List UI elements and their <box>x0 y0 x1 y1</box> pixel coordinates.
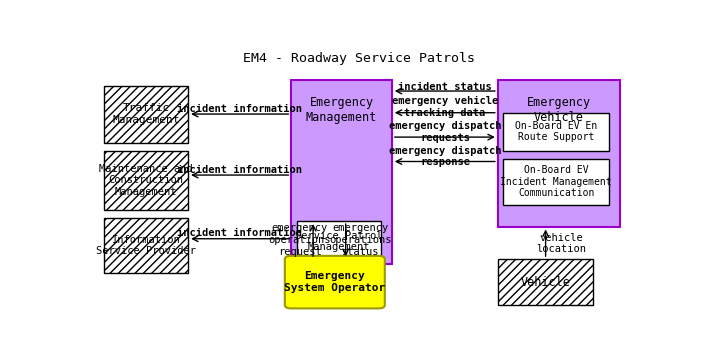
Text: Maintenance and
Construction
Management: Maintenance and Construction Management <box>99 164 193 197</box>
Text: vehicle
location: vehicle location <box>536 233 586 254</box>
Bar <box>503 113 609 151</box>
Text: Information
Service Provider: Information Service Provider <box>96 235 196 256</box>
FancyBboxPatch shape <box>285 256 385 308</box>
Bar <box>104 86 188 143</box>
Bar <box>104 218 188 272</box>
Text: incident information: incident information <box>177 165 302 175</box>
Bar <box>498 80 620 227</box>
Bar <box>503 159 609 205</box>
Bar <box>297 221 381 262</box>
Text: Emergency
Vehicle: Emergency Vehicle <box>527 96 591 125</box>
Text: incident information: incident information <box>177 103 302 114</box>
Text: emergency
operations
status: emergency operations status <box>329 224 392 257</box>
Text: emergency dispatch
response: emergency dispatch response <box>389 146 501 168</box>
Text: Emergency
Management: Emergency Management <box>306 96 377 125</box>
Text: On-Board EV En
Route Support: On-Board EV En Route Support <box>515 121 597 143</box>
Text: Emergency
System Operator: Emergency System Operator <box>284 271 386 293</box>
Text: EM4 - Roadway Service Patrols: EM4 - Roadway Service Patrols <box>243 52 475 65</box>
Bar <box>498 259 593 305</box>
Text: On-Board EV
Incident Management
Communication: On-Board EV Incident Management Communic… <box>501 165 612 199</box>
Bar <box>104 151 188 210</box>
Text: incident status: incident status <box>398 82 492 92</box>
Text: emergency vehicle
tracking data: emergency vehicle tracking data <box>392 96 498 118</box>
Text: incident information: incident information <box>177 228 302 238</box>
Text: emergency
operations
request: emergency operations request <box>268 224 331 257</box>
Text: Traffic
Management: Traffic Management <box>112 103 179 125</box>
Text: Service Patrol
Management: Service Patrol Management <box>295 231 383 252</box>
Bar <box>292 80 392 264</box>
Text: emergency dispatch
requests: emergency dispatch requests <box>389 121 501 143</box>
Text: Vehicle: Vehicle <box>520 276 571 289</box>
